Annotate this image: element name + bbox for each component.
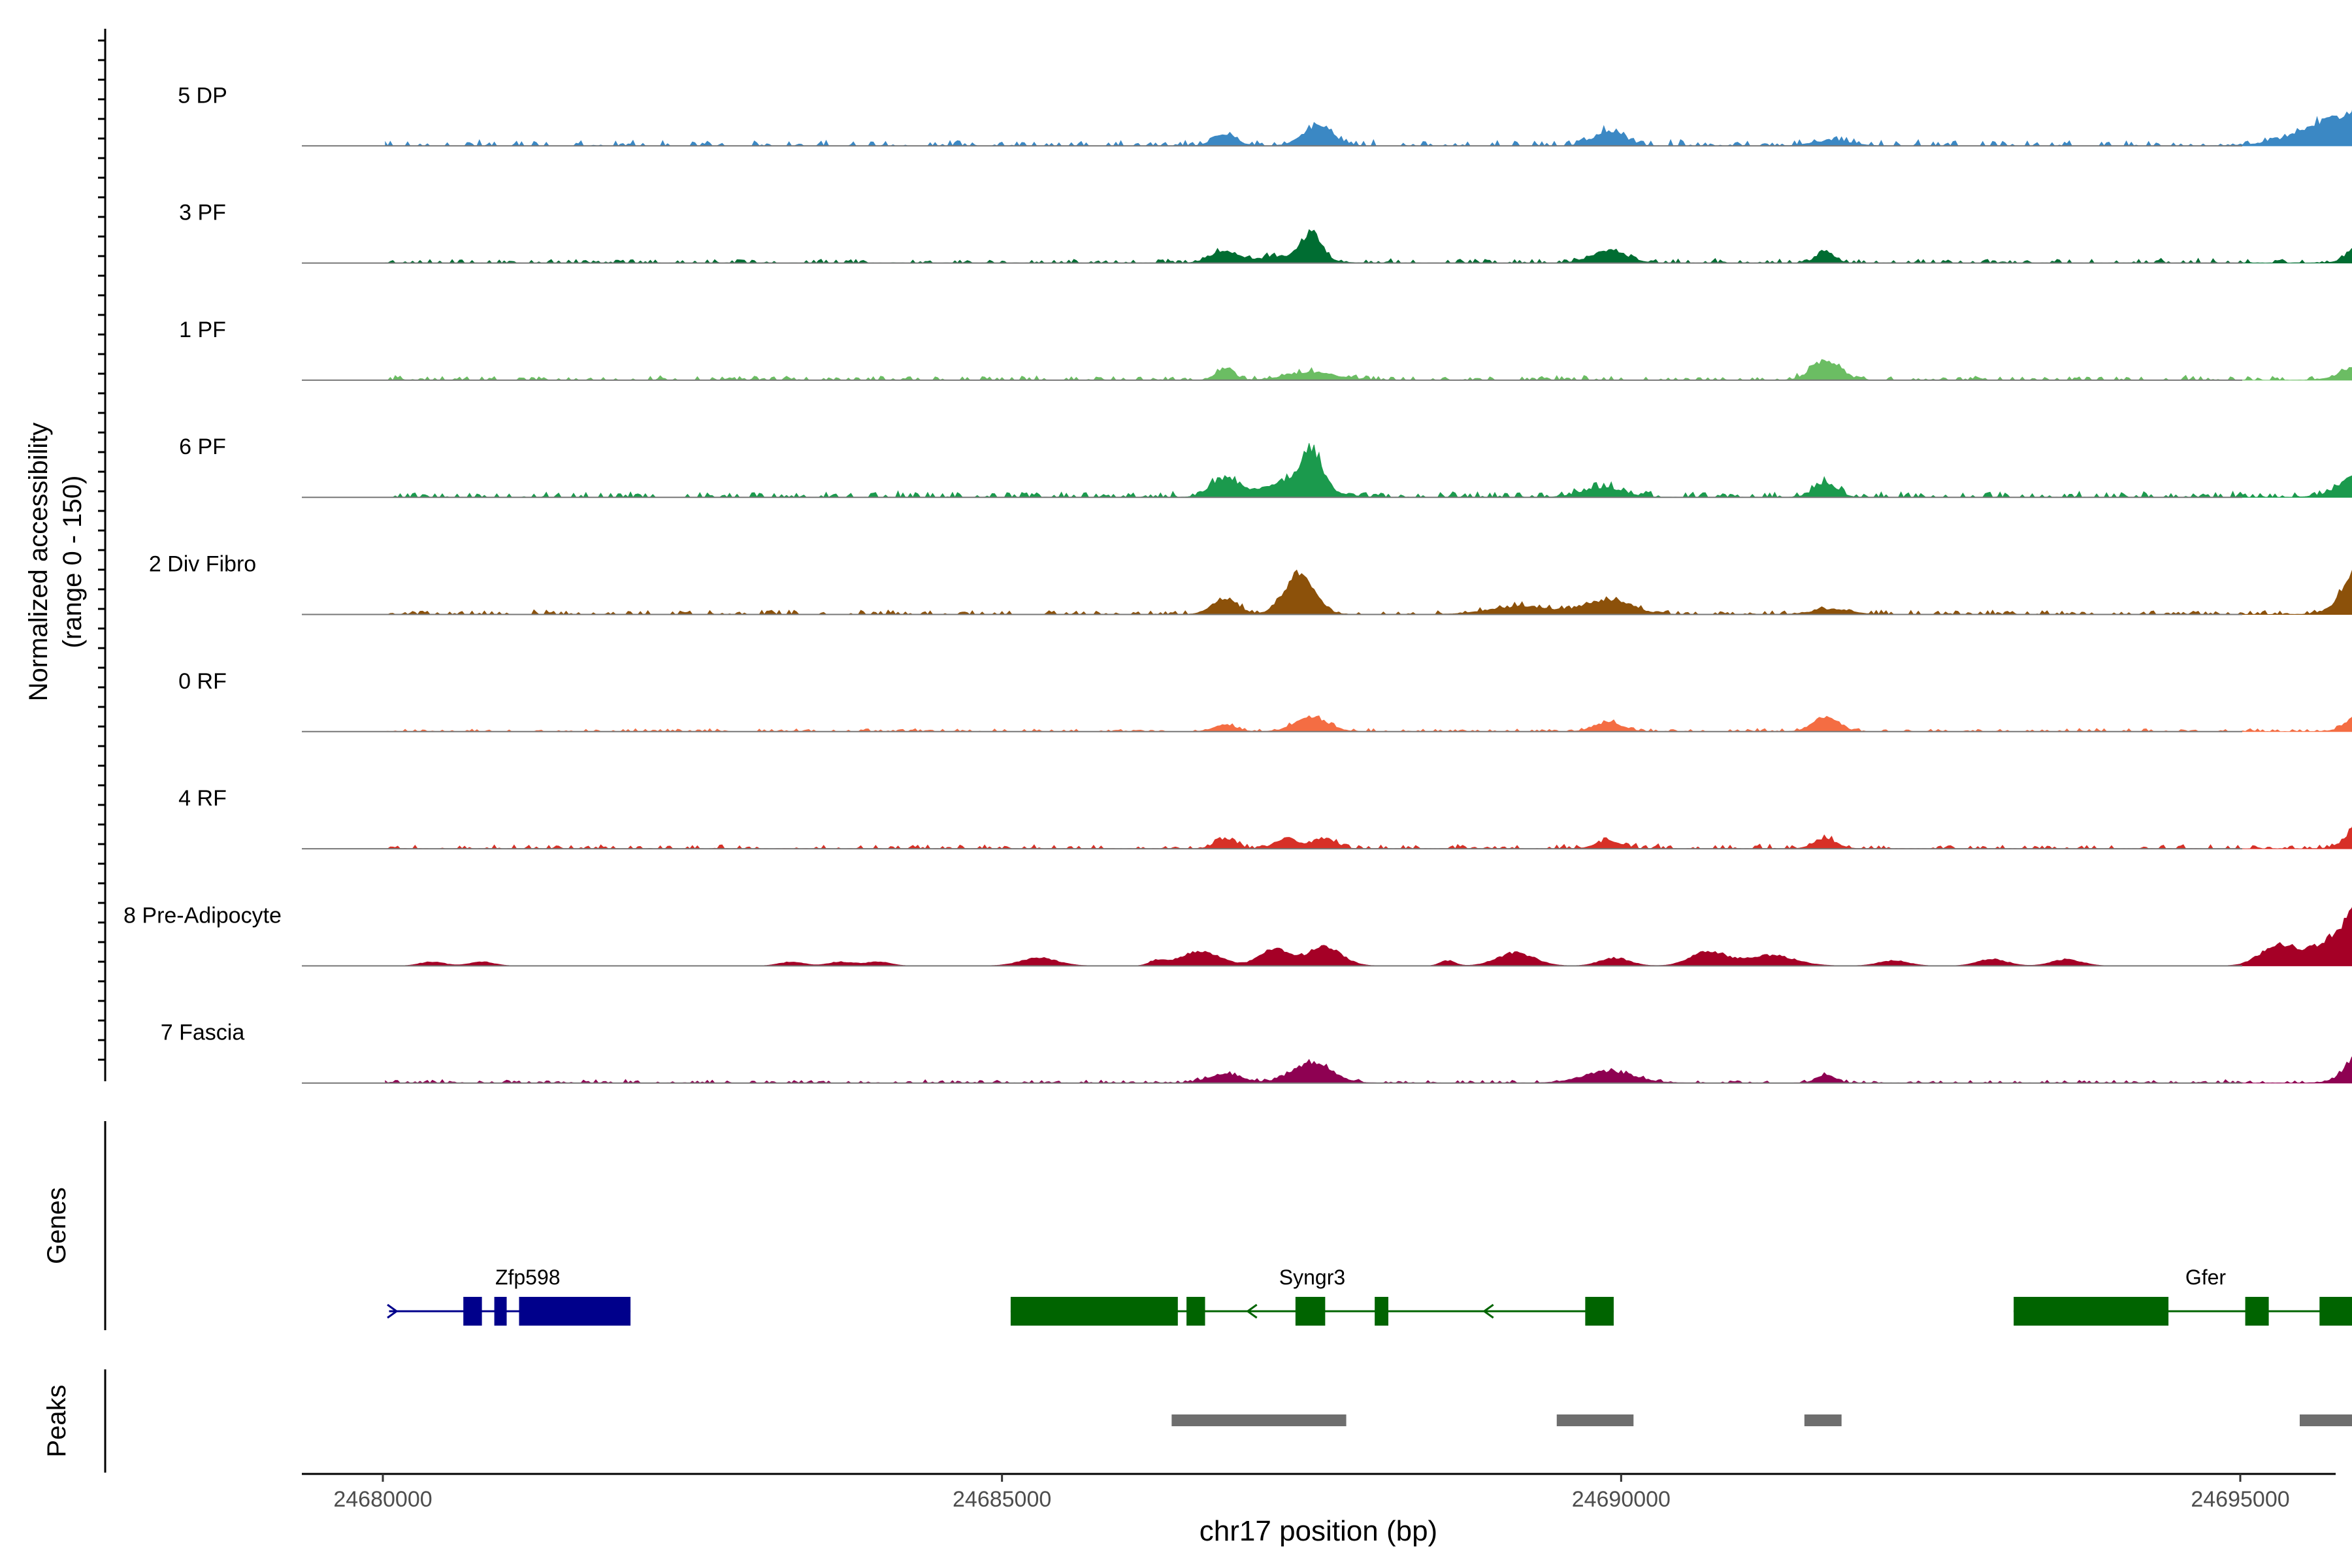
- x-tick-label: 24685000: [953, 1487, 1051, 1512]
- track-label: 0 RF: [178, 669, 227, 694]
- y-axis-title: Normalized accessibility: [24, 423, 53, 702]
- gene-exon: [1375, 1297, 1389, 1326]
- x-tick-label: 24690000: [1572, 1487, 1671, 1512]
- track-label: 4 RF: [178, 786, 227, 811]
- genes-panel-title: Genes: [42, 1187, 71, 1264]
- track-label: 3 PF: [179, 201, 226, 225]
- gene-exon: [1010, 1297, 1178, 1326]
- peak-region: [1556, 1414, 1634, 1426]
- gene-exon: [1295, 1297, 1326, 1326]
- gene-exon: [1186, 1297, 1205, 1326]
- gene-exon: [519, 1297, 631, 1326]
- gene-exon: [1585, 1297, 1614, 1326]
- gene-track: Zfp598Syngr3GferNoxo1: [387, 1266, 2352, 1326]
- peaks-panel-title: Peaks: [42, 1384, 71, 1457]
- coverage-track: [302, 229, 2352, 264]
- x-axis-title: chr17 position (bp): [1200, 1515, 1437, 1547]
- gene-exon: [494, 1297, 507, 1326]
- track-label: 6 PF: [179, 434, 226, 459]
- strand-arrow: [387, 1303, 399, 1319]
- track-label: 7 Fascia: [161, 1021, 245, 1045]
- coverage-track: [302, 906, 2352, 967]
- track-labels: 5 DP 3 PF 1 PF 6 PF 2 Div Fibro 0 RF 4 RF 8 Pre…: [123, 83, 282, 1045]
- gene-exon: [463, 1297, 482, 1326]
- track-label: 5 DP: [178, 83, 227, 108]
- x-tick-label: 24680000: [333, 1487, 432, 1512]
- gene-label: Syngr3: [1279, 1266, 1345, 1289]
- gene-zfp598: Zfp598: [387, 1266, 631, 1326]
- gene-exon: [2245, 1297, 2269, 1326]
- track-label: 8 Pre-Adipocyte: [123, 903, 282, 928]
- x-axis: 24680000 24685000 24690000 24695000: [333, 1474, 2290, 1512]
- y-axis-range: (range 0 - 150): [58, 476, 87, 649]
- track-label: 2 Div Fibro: [149, 552, 256, 577]
- gene-label: Gfer: [2185, 1266, 2227, 1289]
- gene-label: Zfp598: [495, 1266, 561, 1289]
- gene-exon: [2319, 1297, 2352, 1326]
- strand-arrow: [1482, 1303, 1494, 1319]
- coverage-track: [302, 109, 2352, 147]
- strand-arrow: [1246, 1303, 1258, 1319]
- coverage-track: [302, 826, 2352, 850]
- coverage-y-axis-ticks: [98, 39, 105, 1061]
- coverage-track: [302, 1056, 2352, 1084]
- track-label: 1 PF: [179, 318, 226, 342]
- coverage-track: [302, 715, 2352, 732]
- coverage-track: [302, 443, 2352, 498]
- x-tick-label: 24695000: [2191, 1487, 2289, 1512]
- peak-region: [1171, 1414, 1347, 1426]
- gene-exon: [2014, 1297, 2169, 1326]
- peak-track: [1171, 1414, 2352, 1426]
- coverage-track: [302, 359, 2352, 381]
- coverage-tracks: [302, 109, 2352, 1084]
- gene-syngr3: Syngr3: [1010, 1266, 1614, 1326]
- coverage-track: [302, 569, 2352, 615]
- peak-region: [2299, 1414, 2352, 1426]
- gene-gfer: Gfer: [2014, 1266, 2352, 1326]
- peak-region: [1804, 1414, 1842, 1426]
